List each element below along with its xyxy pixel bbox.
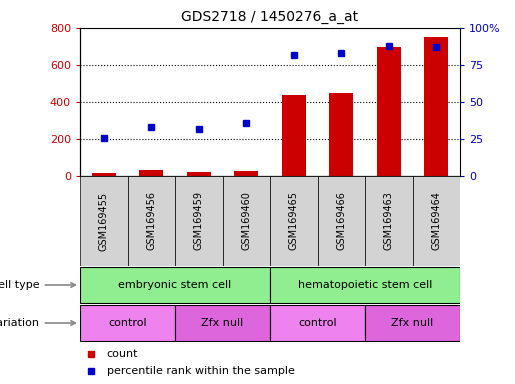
Text: GSM169463: GSM169463	[384, 192, 394, 250]
Bar	[175, 176, 222, 266]
Text: cell type: cell type	[0, 280, 75, 290]
Text: control: control	[108, 318, 147, 328]
Bar	[234, 171, 258, 176]
Text: GSM169460: GSM169460	[241, 192, 251, 250]
Text: control: control	[298, 318, 337, 328]
Text: count: count	[107, 349, 138, 359]
Bar	[80, 305, 175, 341]
Text: GSM169456: GSM169456	[146, 192, 156, 250]
Bar	[270, 267, 460, 303]
Text: GSM169465: GSM169465	[289, 192, 299, 250]
Bar	[424, 37, 448, 176]
Text: GSM169455: GSM169455	[99, 192, 109, 251]
Text: Zfx null: Zfx null	[201, 318, 244, 328]
Bar	[413, 176, 460, 266]
Text: GSM169459: GSM169459	[194, 192, 204, 250]
Bar	[175, 305, 270, 341]
Bar	[187, 172, 211, 176]
Bar	[330, 93, 353, 176]
Title: GDS2718 / 1450276_a_at: GDS2718 / 1450276_a_at	[181, 10, 358, 24]
Bar	[282, 94, 305, 176]
Bar	[318, 176, 365, 266]
Text: genotype/variation: genotype/variation	[0, 318, 75, 328]
Bar	[140, 170, 163, 176]
Bar	[80, 267, 270, 303]
Bar	[222, 176, 270, 266]
Bar	[365, 305, 460, 341]
Bar	[270, 176, 318, 266]
Text: embryonic stem cell: embryonic stem cell	[118, 280, 232, 290]
Bar	[80, 176, 128, 266]
Text: GSM169464: GSM169464	[431, 192, 441, 250]
Bar	[365, 176, 413, 266]
Bar	[128, 176, 175, 266]
Text: hematopoietic stem cell: hematopoietic stem cell	[298, 280, 432, 290]
Text: GSM169466: GSM169466	[336, 192, 346, 250]
Bar	[377, 46, 401, 176]
Bar	[92, 173, 116, 176]
Text: Zfx null: Zfx null	[391, 318, 434, 328]
Bar	[270, 305, 365, 341]
Text: percentile rank within the sample: percentile rank within the sample	[107, 366, 295, 376]
